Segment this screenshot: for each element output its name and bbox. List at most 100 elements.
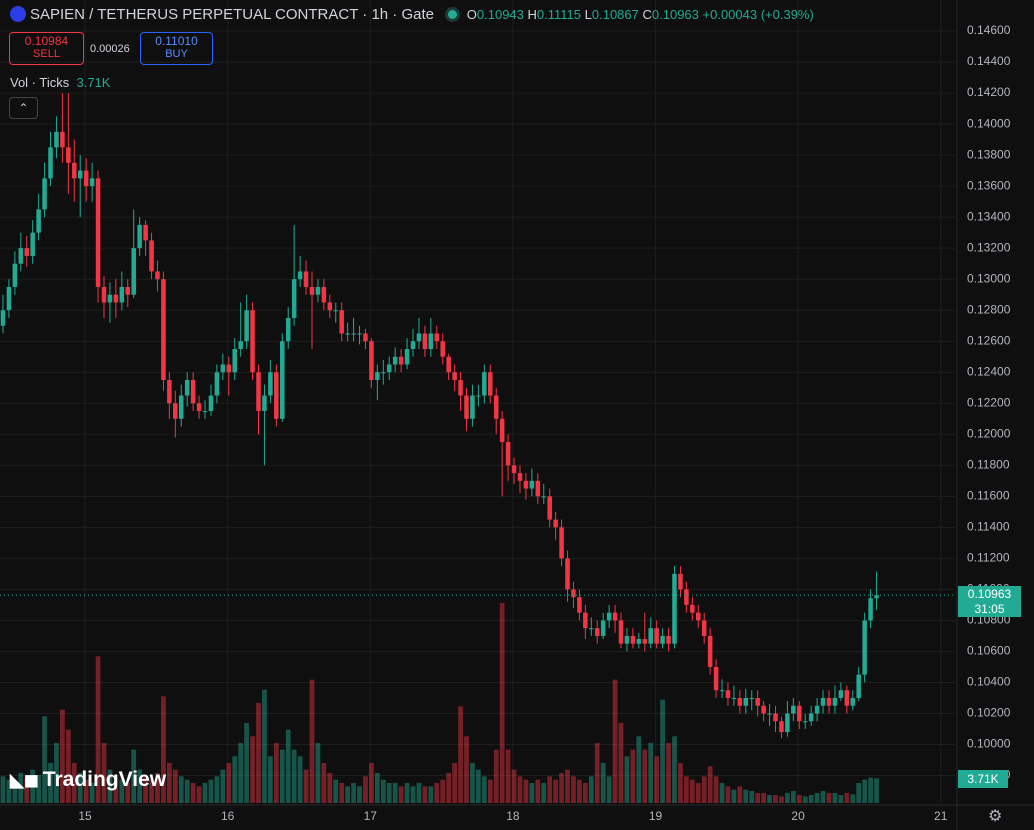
candle-body <box>333 310 339 312</box>
volume-bar <box>452 763 457 803</box>
volume-bar <box>149 779 154 803</box>
candle-body <box>167 380 172 404</box>
candle-body <box>541 496 547 498</box>
candle-body <box>523 480 529 489</box>
candle-body <box>250 310 255 373</box>
symbol-row: SAPIEN / TETHERUS PERPETUAL CONTRACT · 1… <box>10 6 814 23</box>
y-tick-label: 0.10400 <box>967 675 1011 689</box>
candle-body <box>517 473 523 481</box>
volume-bar <box>232 756 238 803</box>
candle-body <box>820 697 826 706</box>
candle-body <box>232 348 237 373</box>
candle-body <box>404 348 410 365</box>
o-label: O <box>466 7 477 22</box>
candle-body <box>422 333 428 349</box>
buy-button[interactable]: 0.11010 BUY <box>140 32 213 65</box>
volume-bar <box>250 736 255 803</box>
candle-body <box>791 705 796 714</box>
candle-body <box>488 372 493 396</box>
y-tick-label: 0.12600 <box>967 333 1011 347</box>
y-tick-label: 0.11200 <box>967 551 1010 565</box>
sell-price: 0.10984 <box>24 34 69 48</box>
volume-bar <box>505 749 511 803</box>
settings-icon[interactable]: ⚙ <box>988 808 1003 825</box>
l-label: L <box>584 7 592 22</box>
candle-body <box>173 403 178 419</box>
volume-bar <box>77 773 83 803</box>
volume-bar <box>553 779 559 803</box>
candle-body <box>695 612 701 621</box>
volume-bar <box>713 776 719 803</box>
logo-text: TradingView <box>42 768 167 791</box>
collapse-button[interactable]: ⌃ <box>9 97 38 119</box>
candle-body <box>226 364 232 373</box>
candle-body <box>161 279 166 381</box>
candle-body <box>749 697 754 699</box>
sell-button[interactable]: 0.10984 SELL <box>9 32 84 65</box>
volume-bar <box>565 769 570 803</box>
candle-body <box>725 690 731 698</box>
y-tick-label: 0.13600 <box>967 178 1011 192</box>
volume-bar <box>89 783 95 803</box>
candle-body <box>428 333 434 349</box>
volume-bar <box>363 776 368 803</box>
volume-bar <box>725 786 731 803</box>
candle-body <box>274 372 279 419</box>
volume-bar <box>547 776 553 803</box>
volume-bar <box>220 769 226 803</box>
candle-body <box>701 620 707 636</box>
candle-body <box>375 372 380 381</box>
candle-body <box>184 380 190 396</box>
candle-body <box>589 628 594 630</box>
candle-body <box>369 341 374 381</box>
candle-body <box>529 480 535 489</box>
candle-body <box>119 286 125 303</box>
candle-body <box>505 442 511 466</box>
candle-body <box>196 403 202 412</box>
volume-bar <box>392 783 398 803</box>
volume-bar <box>701 776 707 803</box>
candle-body <box>856 674 861 698</box>
volume-bar <box>404 783 410 803</box>
candle-body <box>256 372 261 412</box>
volume-bar <box>678 763 683 803</box>
volume-bar <box>802 796 808 803</box>
candle-body <box>802 721 808 723</box>
candle-body <box>410 341 416 349</box>
volume-bar <box>434 783 440 803</box>
volume-bar <box>244 723 249 803</box>
volume-bar <box>101 743 107 803</box>
volume-bar <box>71 763 77 803</box>
volume-bar <box>190 783 196 803</box>
candle-body <box>77 170 83 179</box>
volume-bar <box>208 779 214 803</box>
volume-bar <box>808 795 814 803</box>
volume-bar <box>143 776 148 803</box>
candle-body <box>678 573 683 590</box>
volume-bar <box>666 743 671 803</box>
candle-body <box>434 333 440 342</box>
y-tick-label: 0.11400 <box>967 520 1010 534</box>
candle-body <box>535 480 541 497</box>
candle-body <box>565 558 570 590</box>
volume-bar <box>333 779 339 803</box>
volume-bar <box>374 773 380 803</box>
candle-body <box>149 240 154 272</box>
volume-bar <box>273 743 279 803</box>
candle-body <box>416 333 422 342</box>
candle-body <box>493 395 499 419</box>
candle-body <box>303 271 309 287</box>
volume-bar <box>12 783 18 803</box>
candle-body <box>761 705 766 714</box>
candle-body <box>797 705 802 722</box>
volume-bar <box>339 783 345 803</box>
volume-bar <box>588 776 594 803</box>
y-tick-label: 0.14400 <box>967 54 1011 68</box>
volume-bar <box>184 779 190 803</box>
c-label: C <box>642 7 652 22</box>
y-tick-label: 0.13000 <box>967 271 1011 285</box>
volume-bar <box>523 779 529 803</box>
x-tick-label: 20 <box>791 809 805 823</box>
candle-body <box>398 356 404 365</box>
